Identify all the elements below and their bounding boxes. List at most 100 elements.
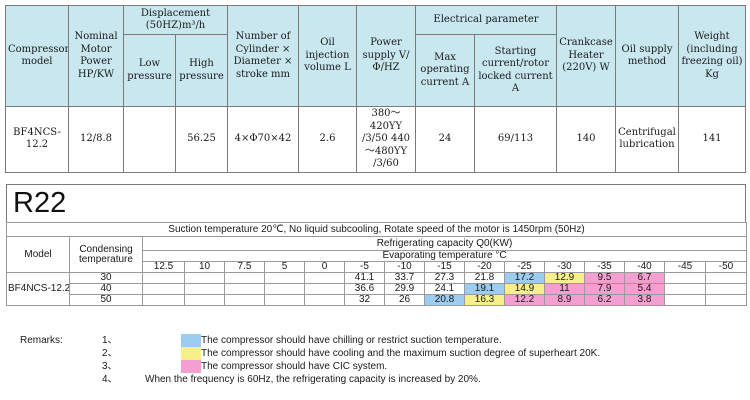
remarks-label: Remarks:: [20, 335, 63, 346]
evaporating-temp-cell: -45: [664, 261, 706, 273]
capacity-cell: 32: [344, 294, 385, 306]
cell-max-current: 24: [415, 106, 475, 173]
capacity-cell: [264, 294, 305, 306]
test-condition: Suction temperature 20℃, No liquid subco…: [5, 222, 748, 237]
capacity-cell: [224, 272, 265, 284]
header-nominal-power: Nominal Motor Power HP/KW: [68, 5, 124, 107]
cell-power-supply: 380～420YY /3/50 440～480YY /3/60: [356, 106, 416, 173]
remark-number: 2、: [102, 348, 118, 359]
capacity-cell: 9.5: [584, 272, 625, 284]
evaporating-temp-cell: 0: [304, 261, 345, 273]
header-compressor-model: Compressor model: [5, 5, 69, 107]
capacity-cell: [142, 272, 185, 284]
header-low-pressure: Low pressure: [123, 34, 176, 107]
capacity-cell: 5.4: [624, 283, 665, 295]
capacity-cell: [264, 283, 305, 295]
header-oil-supply: Oil supply method: [615, 5, 679, 107]
capacity-cell: 16.3: [464, 294, 505, 306]
cell-crankcase-heater: 140: [556, 106, 616, 173]
header-displacement: Displacement (50HZ)m³/h: [123, 5, 228, 35]
performance-table: Suction temperature 20℃, No liquid subco…: [5, 222, 748, 306]
evaporating-temp-cell: -40: [624, 261, 665, 273]
header-high-pressure: High pressure: [175, 34, 228, 107]
evaporating-temp-cell: 10: [184, 261, 225, 273]
capacity-cell: [304, 272, 345, 284]
capacity-cell: [142, 283, 185, 295]
capacity-cell: [224, 283, 265, 295]
evaporating-temp-cell: -15: [424, 261, 465, 273]
capacity-cell: [184, 272, 225, 284]
capacity-cell: [142, 294, 185, 306]
capacity-cell: 20.8: [424, 294, 465, 306]
cell-condensing-temperature: 30: [69, 272, 143, 284]
remark-text: The compressor should have CIC system.: [201, 361, 388, 372]
header-model: Model: [6, 236, 70, 273]
capacity-cell: 3.8: [624, 294, 665, 306]
remark-number: 1、: [102, 335, 118, 346]
capacity-cell: [704, 294, 748, 306]
cell-model: BF4NCS-12.2: [6, 272, 70, 306]
remark-text: When the frequency is 60Hz, the refriger…: [145, 374, 481, 385]
capacity-cell: 19.1: [464, 283, 505, 295]
evaporating-temp-cell: -35: [584, 261, 625, 273]
header-max-current: Max operating current A: [415, 34, 475, 107]
cell-low-pressure: [123, 106, 176, 173]
header-evaporating-temperature: Evaporating temperature °C: [141, 250, 748, 262]
capacity-cell: [304, 283, 345, 295]
capacity-cell: 11: [544, 283, 585, 295]
capacity-cell: 8.9: [544, 294, 585, 306]
remark-number: 3、: [102, 361, 118, 372]
header-refrigerating-capacity: Refrigerating capacity Q0(KW): [141, 236, 748, 251]
evaporating-temp-cell: -25: [504, 261, 545, 273]
header-starting-current: Starting current/rotor locked current A: [474, 34, 557, 107]
evaporating-temp-cell: 7.5: [224, 261, 265, 273]
cell-oil-injection: 2.6: [298, 106, 357, 173]
remark-text: The compressor should have cooling and t…: [201, 348, 601, 359]
header-cylinder: Number of Cylinder × Diameter × stroke m…: [227, 5, 299, 107]
capacity-cell: 12.9: [544, 272, 585, 284]
evaporating-temp-cell: -10: [384, 261, 425, 273]
evaporating-temp-cell: 5: [264, 261, 305, 273]
cell-model: BF4NCS-12.2: [5, 106, 69, 173]
capacity-cell: 24.1: [424, 283, 465, 295]
evaporating-temp-cell: -5: [344, 261, 385, 273]
cell-high-pressure: 56.25: [175, 106, 228, 173]
remark-text: The compressor should have chilling or r…: [201, 335, 502, 346]
capacity-cell: 26: [384, 294, 425, 306]
capacity-cell: [264, 272, 305, 284]
capacity-cell: 33.7: [384, 272, 425, 284]
capacity-cell: [704, 272, 748, 284]
capacity-cell: 12.2: [504, 294, 545, 306]
header-electrical-parameter: Electrical parameter: [415, 5, 557, 35]
capacity-cell: 21.8: [464, 272, 505, 284]
capacity-cell: [664, 283, 706, 295]
cell-weight: 141: [678, 106, 746, 173]
capacity-row: BF4NCS-12.2 30 41.1 33.7 27.3 21.8 17.2 12.9 9.5…: [6, 272, 748, 306]
blue-legend-swatch: [181, 334, 201, 347]
capacity-cell: 14.9: [504, 283, 545, 295]
compressor-spec-table: Compressor model Nominal Motor Power HP/…: [5, 5, 746, 173]
evaporating-temp-cell: 12.5: [142, 261, 185, 273]
cell-condensing-temperature: 50: [69, 294, 143, 306]
capacity-cell: 6.7: [624, 272, 665, 284]
cell-condensing-temperature: 40: [69, 283, 143, 295]
capacity-row: 50 32 26 20.8 16.3 12.2 8.9 6.2 3.8: [7, 294, 748, 306]
header-crankcase-heater: Crankcase Heater (220V) W: [556, 5, 616, 107]
cell-oil-supply: Centrifugal lubrication: [615, 106, 679, 173]
capacity-cell: [184, 294, 225, 306]
spec-row: BF4NCS-12.2 12/8.8 56.25 4×Φ70×42 2.6 38…: [5, 106, 746, 173]
capacity-cell: [184, 283, 225, 295]
capacity-cell: 7.9: [584, 283, 625, 295]
capacity-cell: [304, 294, 345, 306]
cell-starting-current: 69/113: [474, 106, 557, 173]
evaporating-temp-cell: -30: [544, 261, 585, 273]
remark-number: 4、: [102, 374, 118, 385]
capacity-cell: 29.9: [384, 283, 425, 295]
capacity-row: 40 36.6 29.9 24.1 19.1 14.9 11 7.9 5.4: [7, 283, 748, 295]
evaporating-temp-cell: -50: [704, 261, 748, 273]
capacity-cell: 41.1: [344, 272, 385, 284]
capacity-cell: [704, 283, 748, 295]
capacity-cell: 27.3: [424, 272, 465, 284]
cell-nominal-power: 12/8.8: [68, 106, 124, 173]
capacity-cell: 36.6: [344, 283, 385, 295]
